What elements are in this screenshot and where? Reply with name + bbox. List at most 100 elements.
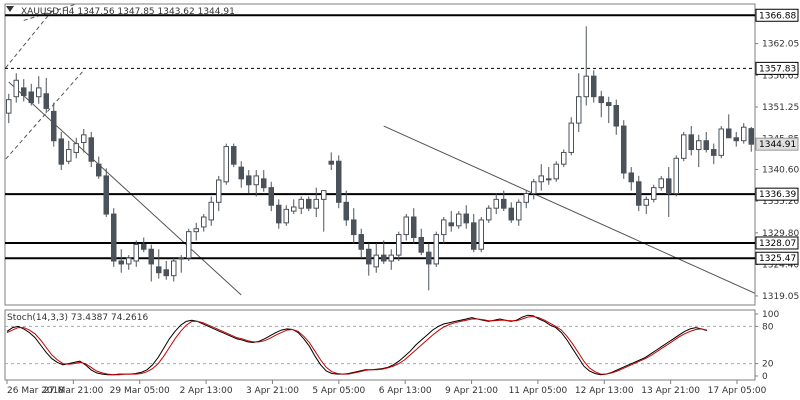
candle	[118, 249, 124, 273]
candle-body	[103, 175, 109, 215]
candle	[651, 184, 657, 203]
stochastic-title: Stoch(14,3,3) 73.4387 74.2616	[7, 313, 148, 323]
candle	[13, 73, 19, 103]
candle-body	[396, 234, 402, 256]
candle	[418, 228, 424, 256]
candle-body	[448, 222, 454, 227]
candle-body	[718, 128, 724, 156]
candle	[486, 205, 492, 223]
level-tag-label: 1325.47	[759, 254, 796, 264]
candle-body	[388, 254, 394, 262]
candle-body	[133, 244, 139, 262]
candle-body	[223, 146, 229, 183]
candle-body	[246, 175, 252, 186]
candle-body	[343, 201, 349, 221]
candle	[88, 131, 94, 168]
candle-body	[681, 134, 687, 159]
candle	[201, 214, 207, 232]
candle	[193, 222, 199, 241]
candle-body	[516, 201, 522, 221]
candle-body	[13, 79, 19, 98]
candle	[411, 208, 417, 244]
x-tick-label: 2 Apr 13:00	[180, 386, 233, 396]
candle-body	[553, 163, 559, 180]
candle	[343, 190, 349, 226]
candle	[568, 117, 574, 156]
candle-body	[471, 222, 477, 250]
candle-body	[568, 122, 574, 153]
candle	[261, 170, 267, 192]
candle	[51, 102, 57, 147]
stoch-y-tick-label: 100	[762, 310, 779, 320]
candle-body	[283, 208, 289, 224]
x-tick-label: 17 Apr 05:00	[708, 386, 767, 396]
symbol-header: XAUUSD,H4 1347.56 1347.85 1343.62 1344.9…	[21, 7, 235, 17]
candle	[583, 26, 589, 106]
candle-body	[126, 257, 132, 265]
candle-body	[36, 87, 42, 98]
candle	[208, 196, 214, 226]
trendline-3	[5, 8, 55, 70]
candle-body	[231, 146, 237, 165]
candle	[283, 205, 289, 226]
candle-body	[546, 178, 552, 181]
stoch-y-tick-label: 80	[762, 322, 774, 332]
candle-body	[411, 216, 417, 239]
candle	[81, 128, 87, 153]
y-tick-label: 1329.80	[762, 229, 799, 239]
candle-body	[358, 234, 364, 250]
candle-body	[523, 193, 529, 203]
candle	[523, 190, 529, 209]
candle	[141, 237, 147, 253]
candle	[703, 131, 709, 153]
candle-body	[493, 198, 499, 209]
trendline-0	[8, 81, 242, 296]
candle	[403, 214, 409, 241]
candle-body	[666, 178, 672, 195]
stoch-y-tick-label: 0	[762, 372, 768, 382]
level-tag	[755, 187, 799, 201]
axis-layer: 1362.051356.651351.251345.851340.601335.…	[6, 8, 799, 396]
level-tag	[755, 61, 799, 75]
candle-body	[598, 96, 604, 104]
candle	[381, 240, 387, 264]
y-tick-label: 1335.20	[762, 197, 799, 207]
candle	[291, 199, 297, 215]
candle	[726, 114, 732, 139]
candle	[711, 143, 717, 165]
candle	[276, 199, 282, 229]
candle-body	[21, 87, 27, 97]
y-tick-label: 1356.65	[762, 71, 799, 81]
candle	[456, 211, 462, 229]
candle-body	[373, 254, 379, 268]
x-tick-label: 11 Apr 05:00	[509, 386, 568, 396]
candle	[163, 260, 169, 280]
candle	[598, 90, 604, 118]
candle	[268, 181, 274, 212]
y-tick-label: 1324.40	[762, 261, 799, 271]
candle-body	[58, 138, 64, 165]
candle-body	[43, 93, 49, 109]
stoch-series-main	[6, 314, 708, 376]
candle	[516, 199, 522, 226]
candle	[6, 93, 12, 124]
candle	[471, 214, 477, 253]
x-tick-label: 13 Apr 21:00	[641, 386, 700, 396]
candle	[313, 187, 319, 217]
candle-body	[741, 126, 747, 142]
candle-body	[463, 213, 469, 224]
x-tick-label: 29 Mar 05:00	[110, 386, 170, 396]
candle-body	[733, 137, 739, 142]
current-price-tag	[755, 137, 799, 151]
level-tag-label: 1357.83	[759, 64, 796, 74]
candle-body	[208, 201, 214, 221]
candle-body	[508, 207, 514, 221]
candle-body	[118, 260, 124, 265]
candle-body	[643, 198, 649, 206]
candle	[358, 228, 364, 259]
candle	[216, 175, 222, 212]
stoch-series-signal	[6, 315, 708, 376]
y-tick-label: 1340.60	[762, 165, 799, 175]
x-tick-label: 12 Apr 13:00	[575, 386, 634, 396]
candle	[666, 167, 672, 217]
